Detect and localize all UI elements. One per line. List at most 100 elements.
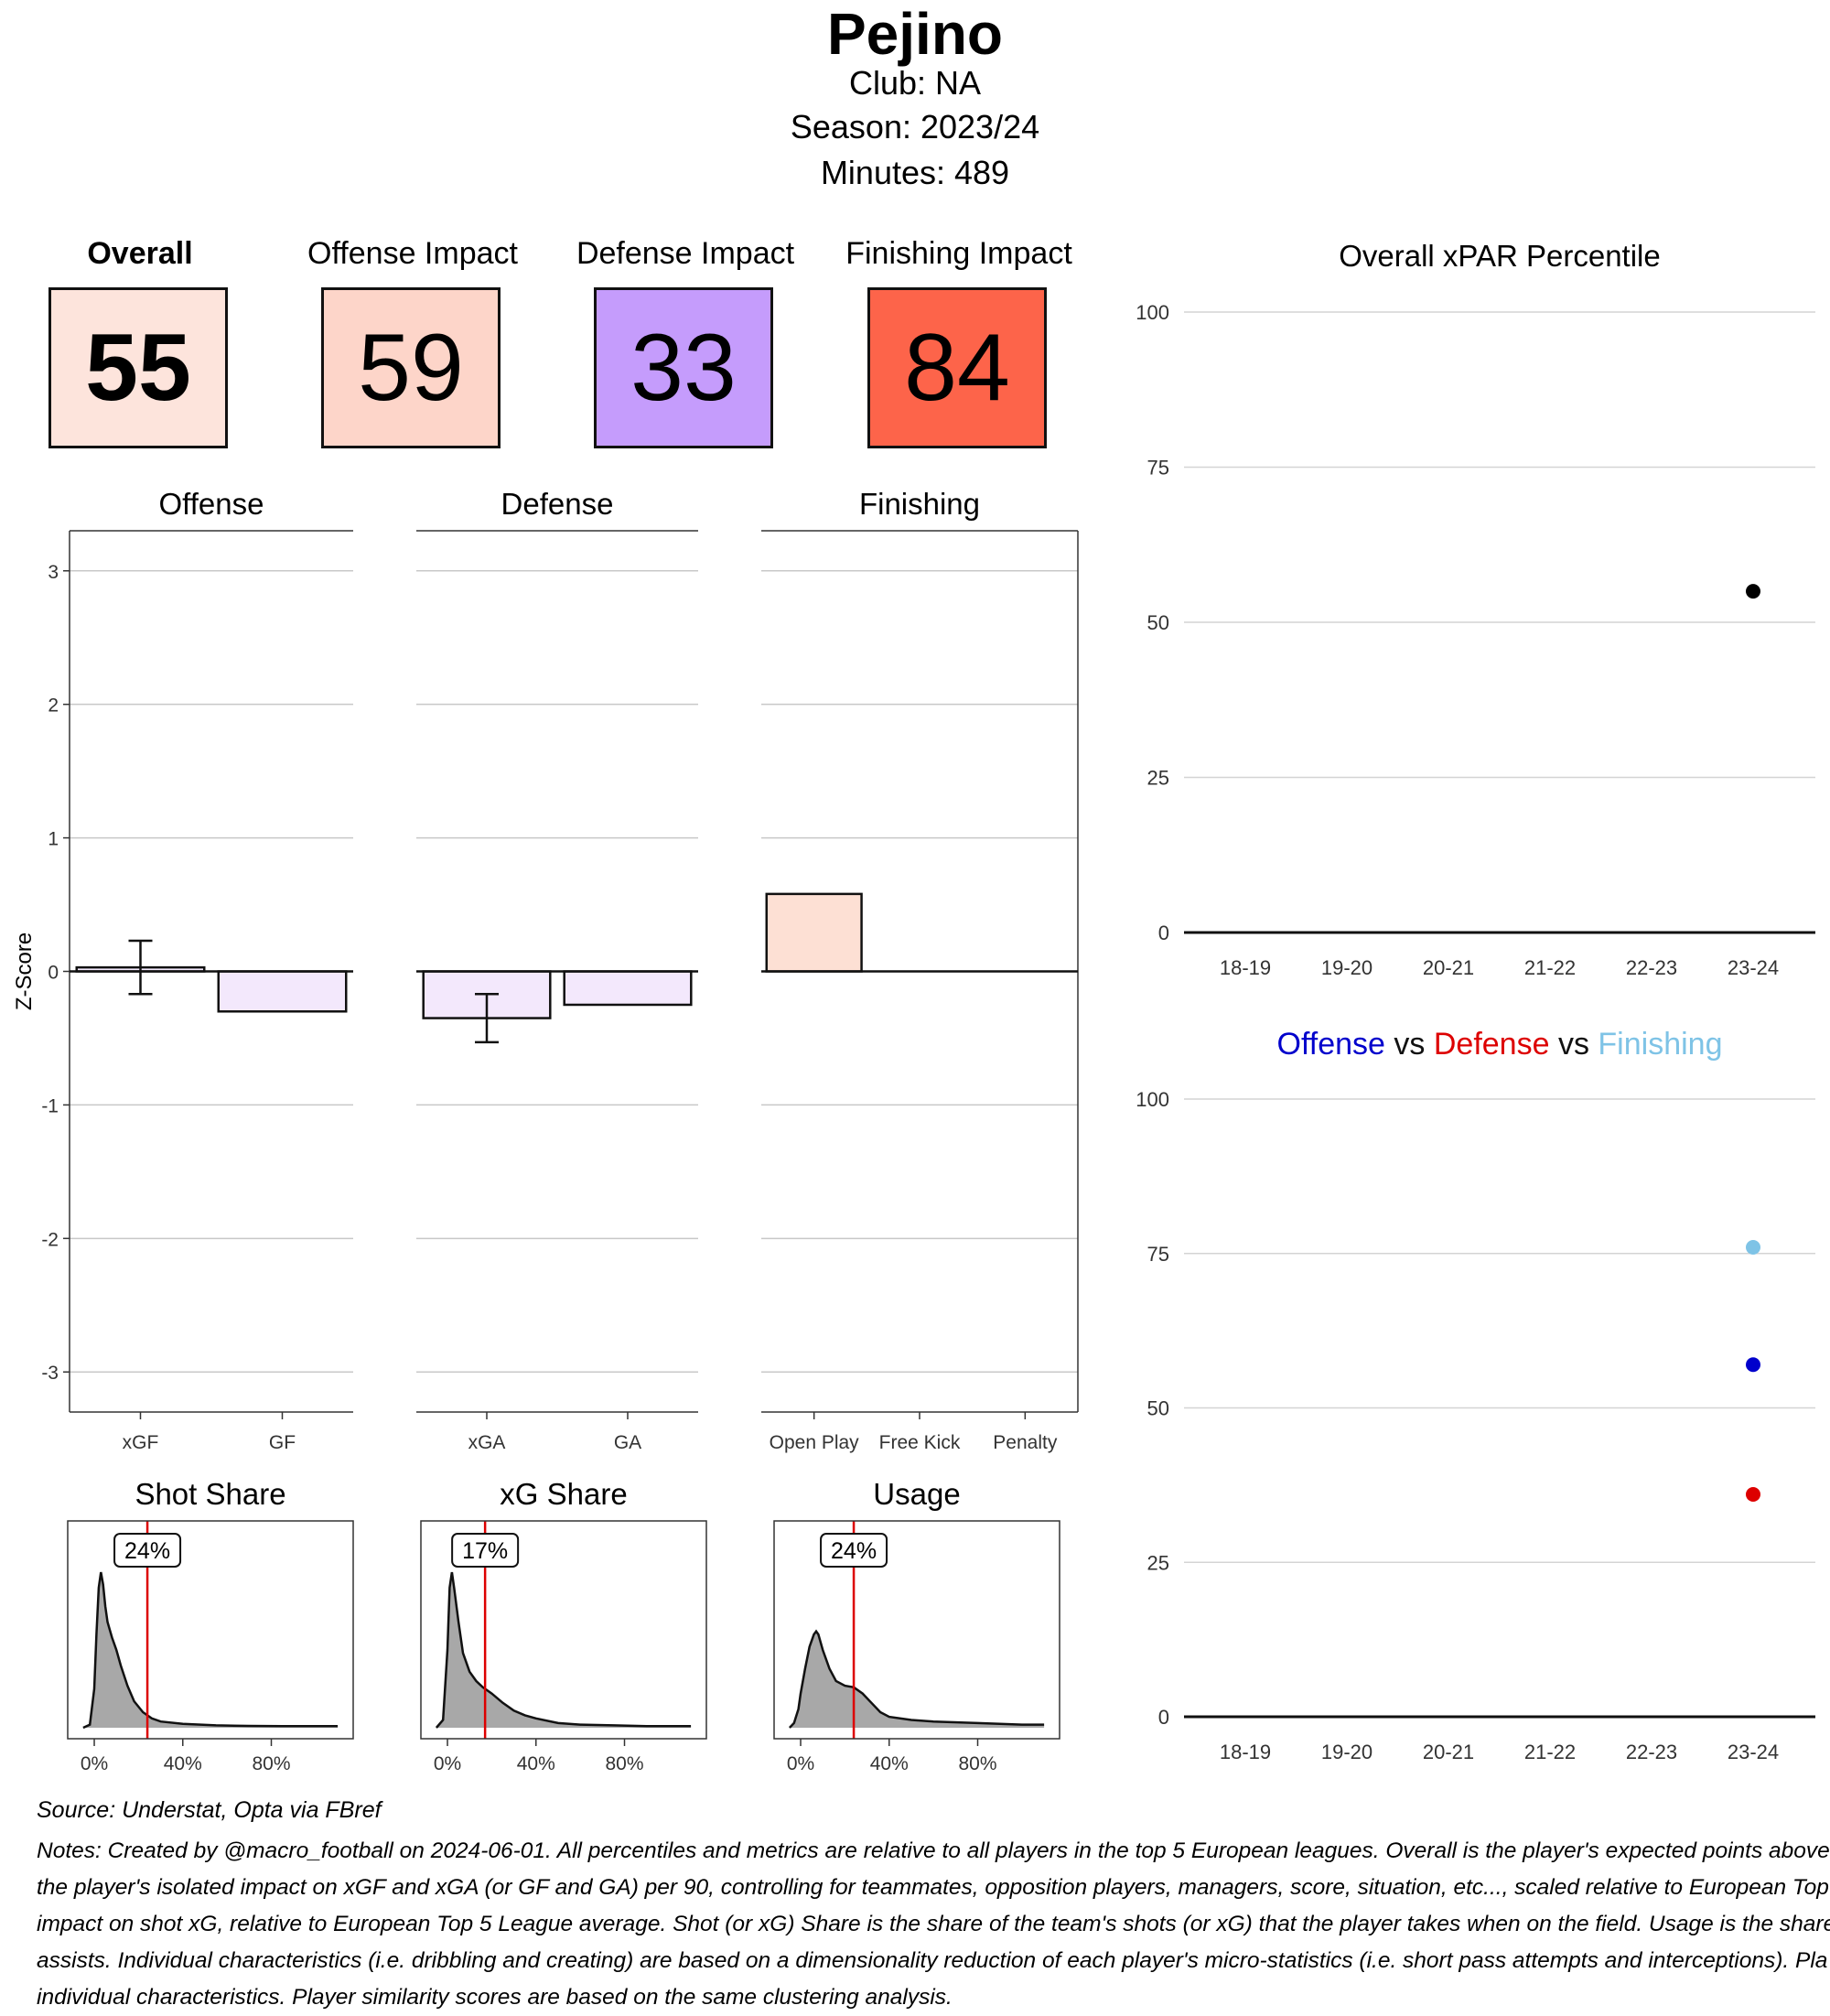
density-line [82, 1571, 339, 1730]
x-tick-label: xGF [123, 1432, 159, 1453]
point-defense [1746, 1487, 1760, 1502]
overall-card-label: Overall [87, 236, 193, 271]
notes-line: Notes: Created by @macro_football on 202… [37, 1838, 1830, 1863]
finishing-impact-card: 84 [867, 287, 1047, 448]
label-box [113, 1533, 182, 1568]
x-tick-label: 18-19 [1220, 1741, 1271, 1763]
x-tick-label: Open Play [770, 1432, 860, 1453]
title-part: Offense [1277, 1027, 1385, 1062]
y-tick-label: 1 [48, 829, 59, 850]
y-tick-label: 25 [1147, 1551, 1169, 1574]
density-line [435, 1571, 692, 1729]
y-tick-label: -3 [41, 1363, 59, 1384]
y-tick-label: -1 [41, 1095, 59, 1116]
season-label: Season: 2023/24 [790, 108, 1040, 146]
y-tick-label: 75 [1147, 1243, 1169, 1266]
y-tick-label: 3 [48, 562, 59, 583]
comparison-title: Offense vs Defense vs Finishing [1277, 1027, 1723, 1062]
title-part: Finishing [1589, 1027, 1723, 1062]
title-part: vs [1385, 1027, 1425, 1062]
label-box [820, 1533, 888, 1568]
notes-line: assists. Individual characteristics (i.e… [37, 1948, 1828, 1973]
x-tick-label: 0% [81, 1753, 108, 1774]
player-share-label: 24% [820, 1533, 888, 1568]
x-tick-label: 40% [517, 1753, 555, 1774]
x-tick-label: 20-21 [1423, 956, 1474, 979]
player-share-label: 24% [113, 1533, 182, 1568]
point-overall [1746, 584, 1760, 599]
x-tick-label: 0% [787, 1753, 814, 1774]
title-part: Defense [1425, 1027, 1549, 1062]
panel-title: Finishing [859, 487, 980, 521]
share-density-charts: Shot Share 24% 0% 40% 80% xG Share 17% 0% 40% 80%… [67, 1477, 1060, 1774]
label-text: 24% [124, 1538, 170, 1564]
defense-impact-card-label: Defense Impact [576, 236, 795, 271]
player-share-label: 17% [451, 1533, 520, 1568]
y-tick-label: 50 [1147, 611, 1169, 634]
panel-title: Defense [501, 487, 614, 521]
y-tick-label: 2 [48, 695, 59, 717]
x-tick-label: 19-20 [1321, 1741, 1372, 1763]
density-title: Usage [873, 1477, 960, 1511]
x-tick-label: 0% [434, 1753, 461, 1774]
bar-gf [217, 970, 348, 1013]
finishing-impact-card-label: Finishing Impact [845, 236, 1072, 271]
x-tick-label: 20-21 [1423, 1741, 1474, 1763]
y-tick-label: 25 [1147, 767, 1169, 790]
y-axis-label: Z-Score [12, 933, 37, 1010]
x-tick-label: Penalty [993, 1432, 1058, 1453]
density-area [436, 1572, 692, 1728]
x-tick-label: 23-24 [1728, 956, 1779, 979]
overall-card: 55 [48, 287, 228, 448]
label-text: 17% [462, 1538, 508, 1564]
notes-line: the player's isolated impact on xGF and … [37, 1875, 1830, 1900]
x-tick-label: 40% [164, 1753, 202, 1774]
y-tick-label: 75 [1147, 457, 1169, 480]
x-tick-label: 19-20 [1321, 956, 1372, 979]
x-tick-label: 18-19 [1220, 956, 1271, 979]
x-tick-label: xGA [468, 1432, 506, 1453]
panel-title: Offense [159, 487, 264, 521]
y-tick-label: 50 [1147, 1397, 1169, 1420]
defense-impact-card: 33 [594, 287, 773, 448]
y-tick-label: 0 [1158, 1706, 1169, 1729]
bar-open-play [765, 892, 863, 973]
x-tick-label: 80% [958, 1753, 996, 1774]
density-frame [67, 1520, 354, 1740]
x-tick-label: GF [269, 1432, 296, 1453]
title-part: vs [1550, 1027, 1589, 1062]
source-note: Source: Understat, Opta via FBref [37, 1797, 382, 1823]
club-label: Club: NA [848, 64, 982, 102]
density-frame [420, 1520, 707, 1740]
x-tick-label: 22-23 [1626, 1741, 1677, 1763]
density-area [789, 1631, 1045, 1728]
percentile-charts: Overall xPAR Percentile 100 75 50 25 0 18-19 19… [1136, 239, 1815, 1763]
y-tick-label: -2 [41, 1229, 59, 1250]
y-tick-label: 100 [1136, 301, 1169, 324]
x-tick-label: 21-22 [1524, 1741, 1576, 1763]
percentile-title: Overall xPAR Percentile [1339, 239, 1661, 273]
notes-line: individual characteristics. Player simil… [37, 1985, 953, 2010]
y-tick-label: 100 [1136, 1088, 1169, 1111]
point-finishing [1746, 1240, 1760, 1255]
minutes-label: Minutes: 489 [820, 154, 1010, 191]
x-tick-label: GA [614, 1432, 641, 1453]
bar-ga [563, 970, 693, 1007]
x-tick-label: 21-22 [1524, 956, 1576, 979]
x-tick-label: 80% [605, 1753, 643, 1774]
y-tick-label: 0 [48, 963, 59, 984]
density-title: xG Share [500, 1477, 627, 1511]
z-score-charts: Z-Score Offense 3 2 1 0 -1 -2 -3 xGF GF Defense xGA G… [12, 487, 1079, 1453]
x-tick-label: Free Kick [879, 1432, 961, 1453]
player-name: Pejino [826, 1, 1004, 67]
x-tick-label: 22-23 [1626, 956, 1677, 979]
label-box [451, 1533, 520, 1568]
density-area [82, 1572, 339, 1728]
x-tick-label: 23-24 [1728, 1741, 1779, 1763]
density-title: Shot Share [135, 1477, 285, 1511]
label-text: 24% [831, 1538, 877, 1564]
y-tick-label: 0 [1158, 922, 1169, 944]
x-tick-label: 80% [252, 1753, 290, 1774]
offense-impact-card: 59 [321, 287, 501, 448]
notes-line: impact on shot xG, relative to European … [37, 1912, 1830, 1936]
